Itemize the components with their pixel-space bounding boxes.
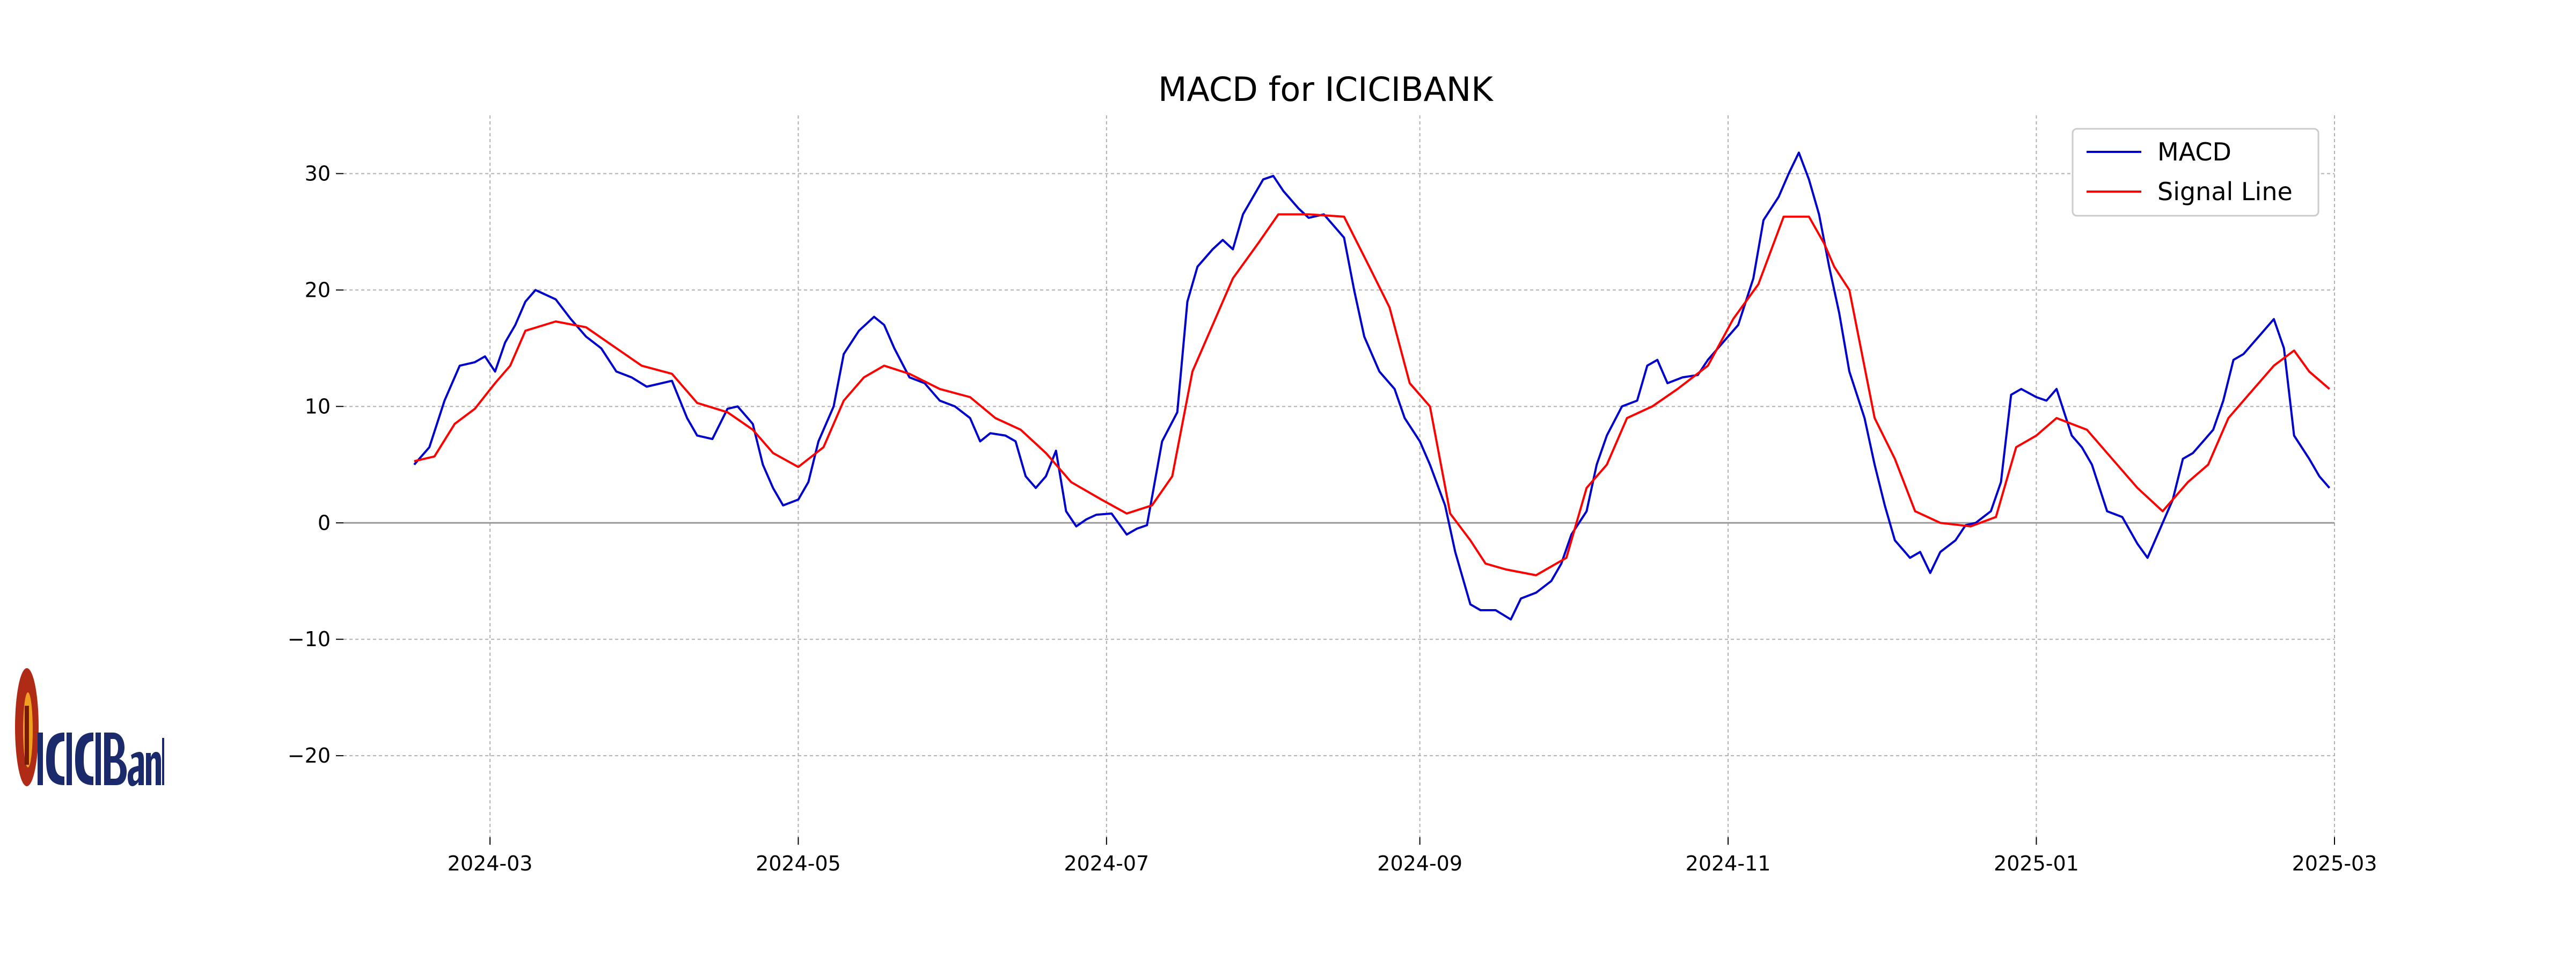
icici-bank-logo <box>15 668 164 786</box>
logo-wordmark <box>38 733 164 786</box>
y-tick-label: 10 <box>305 394 331 418</box>
x-tick-label: 2025-01 <box>1994 852 2079 875</box>
x-tick-label: 2024-07 <box>1064 852 1149 875</box>
legend-label-signal-line: Signal Line <box>2157 177 2293 206</box>
y-tick-label: −20 <box>288 744 331 767</box>
y-tick-label: 0 <box>318 511 331 535</box>
logo-emblem-stroke <box>25 706 29 765</box>
legend-frame <box>2072 128 2319 217</box>
chart-title: MACD for ICICIBANK <box>1158 70 1494 109</box>
series-line-signal-line <box>414 213 2330 576</box>
y-tick-label: −10 <box>288 627 331 651</box>
x-tick-label: 2024-09 <box>1377 852 1462 875</box>
x-tick-label: 2024-11 <box>1686 852 1771 875</box>
x-tick-label: 2024-03 <box>448 852 533 875</box>
legend-label-macd: MACD <box>2157 137 2231 166</box>
x-tick-label: 2024-05 <box>756 852 841 875</box>
y-tick-label: 20 <box>305 278 331 302</box>
legend: MACD Signal Line <box>2072 128 2319 217</box>
series-line-macd <box>413 151 2331 621</box>
series-lines <box>413 151 2331 621</box>
x-tick-label: 2025-03 <box>2292 852 2377 875</box>
y-tick-label: 30 <box>305 162 331 185</box>
tick-labels: 2024-03 2024-05 2024-07 2024-09 2024-11 2025-… <box>288 162 2377 875</box>
grid-lines <box>343 115 2335 837</box>
